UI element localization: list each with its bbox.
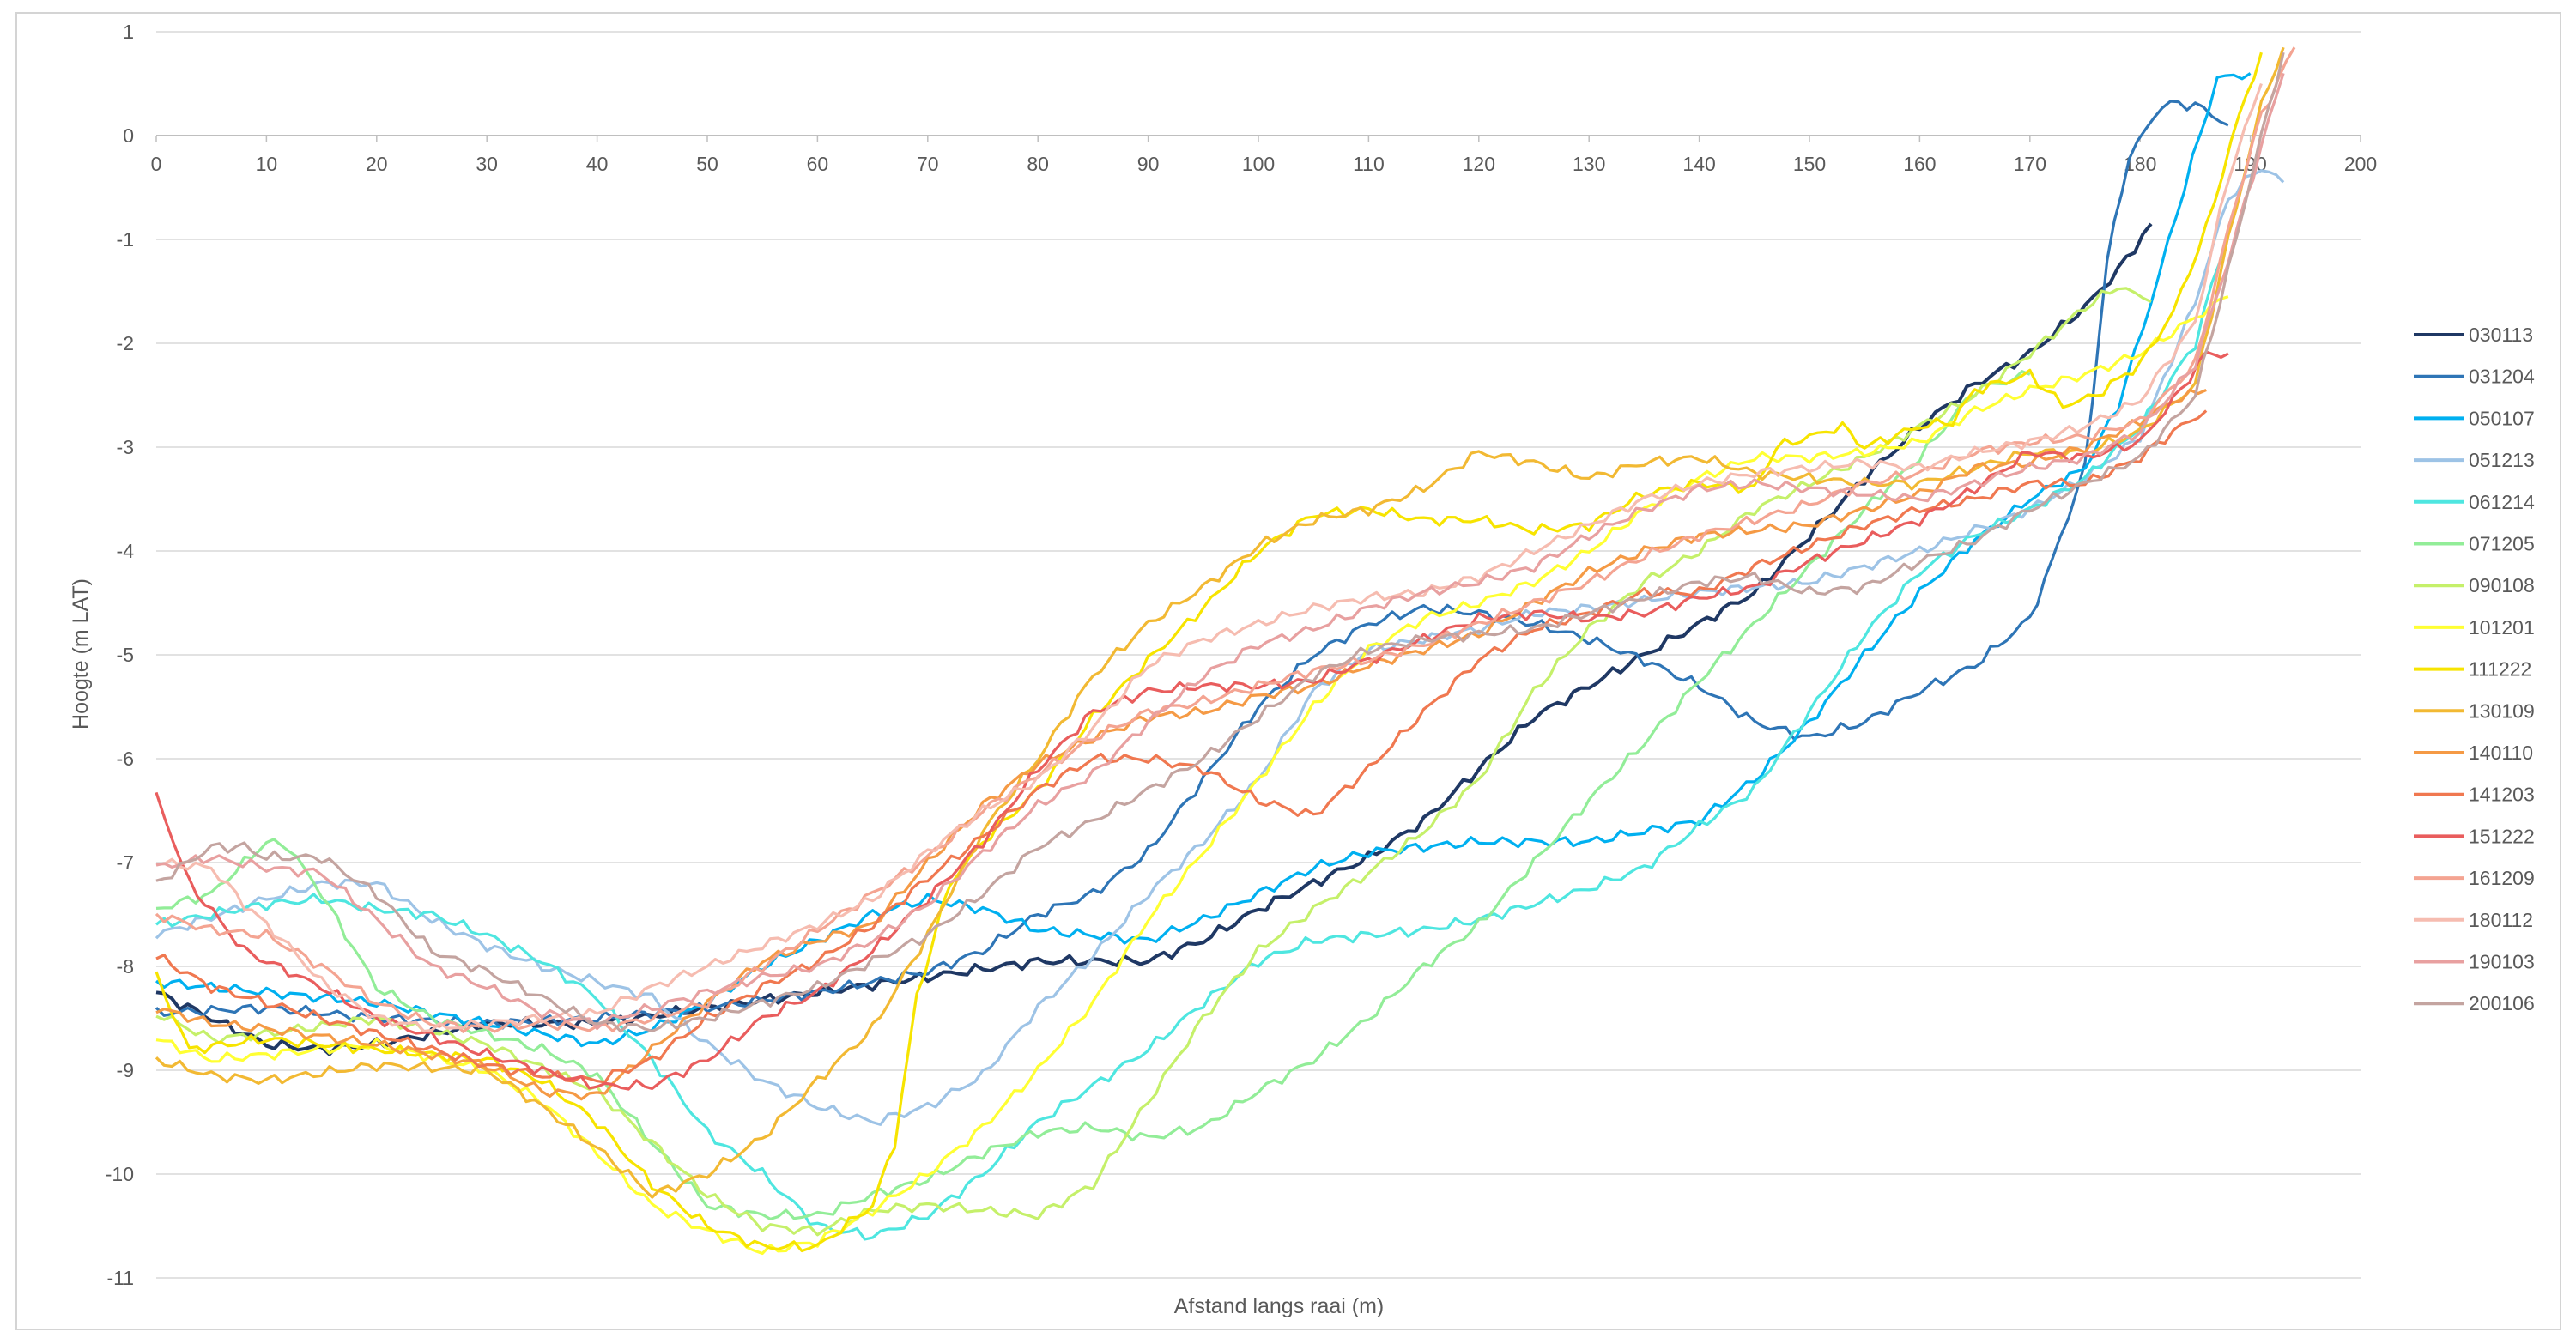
- x-tick-label: 100: [1242, 153, 1275, 175]
- y-tick-label: -11: [106, 1267, 134, 1289]
- x-tick-label: 70: [917, 153, 939, 175]
- legend-label-031204: 031204: [2469, 366, 2535, 388]
- x-tick-label: 80: [1027, 153, 1049, 175]
- x-tick-label: 50: [696, 153, 718, 175]
- series-line-190103: [155, 72, 2285, 1031]
- legend-label-141203: 141203: [2469, 784, 2535, 806]
- x-tick-label: 90: [1137, 153, 1160, 175]
- legend-label-090108: 090108: [2469, 574, 2535, 596]
- y-tick-labels: 1 0 -1 -2 -3 -4 -5 -6 -7 -8 -9 -10 -11: [106, 21, 134, 1289]
- x-tick-label: 110: [1353, 153, 1385, 175]
- series-line-151222: [155, 350, 2229, 1091]
- series-line-141203: [155, 409, 2208, 1084]
- x-tick-label: 0: [151, 153, 162, 175]
- x-tick-label: 10: [256, 153, 278, 175]
- legend-label-190103: 190103: [2469, 951, 2535, 973]
- y-tick-label: 0: [123, 124, 134, 147]
- legend: 030113 031204 050107 051213 061214 071205 0901…: [2414, 324, 2535, 1014]
- legend-label-030113: 030113: [2469, 324, 2533, 346]
- legend-label-061214: 061214: [2469, 491, 2535, 513]
- x-tick-label: 170: [2014, 153, 2046, 175]
- y-tick-label: -3: [117, 436, 134, 458]
- series-line-101201: [155, 295, 2229, 1256]
- legend-label-111222: 111222: [2469, 658, 2531, 681]
- series-line-140110: [155, 388, 2207, 1101]
- x-tick-label: 160: [1903, 153, 1936, 175]
- series-line-130109: [155, 46, 2285, 1199]
- series-lines: [155, 46, 2296, 1256]
- legend-label-051213: 051213: [2469, 449, 2535, 471]
- y-tick-label: -5: [117, 644, 134, 666]
- x-tick-label: 150: [1793, 153, 1826, 175]
- y-tick-label: -4: [117, 540, 135, 562]
- legend-label-071205: 071205: [2469, 533, 2535, 555]
- y-tick-label: -8: [117, 955, 134, 978]
- series-line-180112: [155, 82, 2263, 1033]
- x-axis-title: Afstand langs raai (m): [1174, 1294, 1385, 1318]
- y-tick-label: -7: [117, 851, 134, 874]
- x-tick-label: 140: [1682, 153, 1715, 175]
- series-line-061214: [155, 228, 2230, 1241]
- legend-label-130109: 130109: [2469, 699, 2535, 722]
- x-tick-label: 20: [366, 153, 388, 175]
- legend-label-151222: 151222: [2469, 825, 2535, 847]
- y-tick-label: -1: [117, 228, 134, 251]
- series-line-090108: [155, 287, 2152, 1237]
- legend-label-101201: 101201: [2469, 616, 2535, 639]
- legend-label-161209: 161209: [2469, 867, 2535, 889]
- legend-label-200106: 200106: [2469, 992, 2535, 1014]
- series-line-051213: [155, 169, 2285, 1126]
- x-tick-label: 200: [2344, 153, 2377, 175]
- y-tick-label: -2: [117, 332, 134, 354]
- legend-label-180112: 180112: [2469, 909, 2533, 931]
- legend-label-050107: 050107: [2469, 407, 2535, 429]
- series-line-030113: [155, 222, 2153, 1056]
- y-tick-label: -9: [117, 1059, 134, 1081]
- chart-frame: [15, 12, 2561, 1330]
- y-axis-title: Hoogte (m LAT): [69, 578, 93, 730]
- x-tick-label: 130: [1573, 153, 1605, 175]
- x-tick-label: 60: [807, 153, 829, 175]
- y-tick-label: -6: [117, 748, 134, 770]
- x-tick-label: 40: [586, 153, 609, 175]
- series-line-200106: [155, 51, 2285, 1033]
- legend-label-140110: 140110: [2469, 742, 2533, 764]
- y-tick-label: 1: [123, 21, 134, 43]
- x-tick-label: 120: [1463, 153, 1495, 175]
- y-tick-label: -10: [106, 1163, 134, 1185]
- series-line-071205: [155, 370, 2031, 1221]
- x-tick-label: 30: [476, 153, 498, 175]
- x-axis: 0 10 20 30 40 50 60 70 80 90 100 110 120 130 140 150 160…: [151, 136, 2377, 175]
